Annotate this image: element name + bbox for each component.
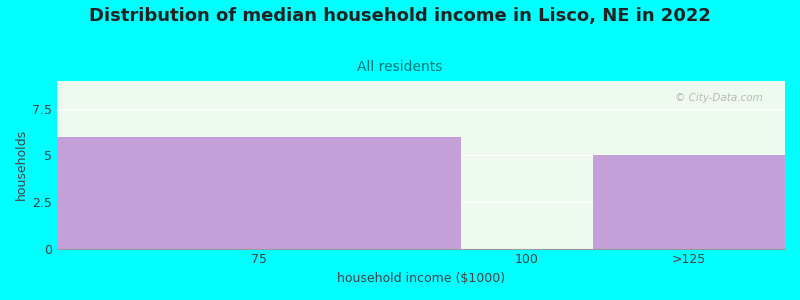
X-axis label: household income ($1000): household income ($1000) — [337, 272, 505, 285]
Text: All residents: All residents — [358, 60, 442, 74]
Text: © City-Data.com: © City-Data.com — [675, 93, 763, 103]
Bar — [57, 137, 462, 249]
Y-axis label: households: households — [15, 129, 28, 200]
Text: Distribution of median household income in Lisco, NE in 2022: Distribution of median household income … — [89, 8, 711, 26]
Bar — [593, 155, 785, 249]
